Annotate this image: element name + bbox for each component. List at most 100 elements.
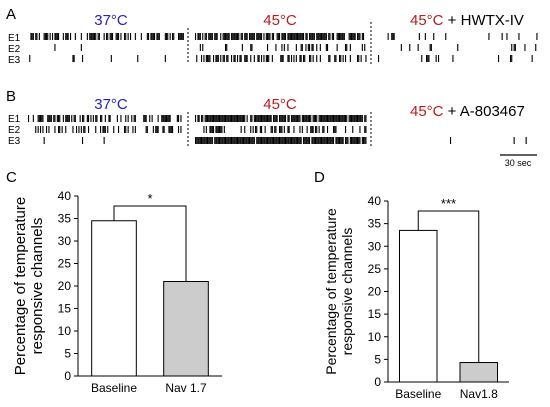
spike-mark	[257, 55, 259, 62]
spike-mark	[279, 115, 281, 122]
spike-mark	[125, 115, 127, 122]
spike-mark	[38, 115, 40, 122]
spike-mark	[221, 126, 223, 133]
spike-mark	[265, 115, 267, 122]
spike-mark	[211, 115, 213, 122]
spike-mark	[158, 33, 160, 40]
spike-mark	[54, 115, 56, 122]
spike-mark	[88, 126, 90, 133]
spike-mark	[269, 115, 271, 122]
spike-mark	[511, 55, 513, 62]
spike-mark	[342, 33, 344, 40]
spike-mark	[107, 33, 109, 40]
spike-mark	[323, 126, 325, 133]
scale-bar-label: 30 sec	[505, 158, 532, 168]
panel-b-raster	[28, 115, 527, 144]
spike-mark	[328, 55, 330, 62]
spike-mark	[319, 33, 321, 40]
spike-mark	[240, 115, 242, 122]
spike-mark	[220, 33, 222, 40]
spike-mark	[273, 115, 275, 122]
spike-mark	[96, 115, 98, 122]
spike-mark	[231, 115, 233, 122]
spike-mark	[79, 115, 81, 122]
spike-mark	[306, 137, 308, 144]
spike-mark	[213, 55, 215, 62]
spike-mark	[251, 44, 253, 51]
y-tick-label: 30	[58, 234, 72, 248]
spike-mark	[282, 115, 284, 122]
spike-mark	[361, 115, 363, 122]
spike-mark	[208, 137, 210, 144]
spike-mark	[178, 126, 180, 133]
spike-mark	[323, 115, 325, 122]
spike-mark	[298, 33, 300, 40]
spike-mark	[108, 115, 110, 122]
spike-mark	[417, 44, 419, 51]
spike-mark	[127, 115, 129, 122]
spike-mark	[35, 33, 37, 40]
spike-mark	[318, 126, 320, 133]
spike-mark	[295, 137, 297, 144]
spike-mark	[328, 33, 330, 40]
spike-mark	[293, 55, 295, 62]
spike-mark	[134, 126, 136, 133]
panel-d-chart: D 0 5 10 15 20 25 30 35 40 Baseline Nav1.8 *** Perce…	[314, 169, 509, 401]
spike-mark	[258, 137, 260, 144]
spike-mark	[316, 55, 318, 62]
spike-mark	[132, 126, 134, 133]
spike-mark	[103, 33, 105, 40]
spike-mark	[197, 33, 199, 40]
spike-mark	[38, 33, 40, 40]
spike-mark	[181, 33, 183, 40]
spike-mark	[234, 137, 236, 144]
spike-mark	[201, 137, 203, 144]
spike-mark	[282, 33, 284, 40]
spike-mark	[239, 55, 241, 62]
spike-mark	[220, 137, 222, 144]
spike-mark	[424, 33, 426, 40]
spike-mark	[179, 33, 181, 40]
spike-mark	[256, 137, 258, 144]
spike-mark	[333, 137, 335, 144]
spike-mark	[304, 55, 306, 62]
spike-mark	[346, 137, 348, 144]
spike-mark	[70, 33, 72, 40]
spike-mark	[245, 137, 247, 144]
bar-baseline	[398, 229, 438, 383]
spike-mark	[275, 44, 277, 51]
spike-mark	[310, 55, 312, 62]
spike-mark	[169, 126, 171, 133]
spike-mark	[157, 33, 159, 40]
spike-mark	[30, 33, 32, 40]
spike-mark	[334, 126, 336, 133]
spike-mark	[214, 115, 216, 122]
spike-mark	[267, 44, 269, 51]
spike-mark	[240, 33, 242, 40]
spike-mark	[164, 55, 166, 62]
spike-mark	[361, 33, 363, 40]
spike-mark	[227, 55, 229, 62]
spike-mark	[220, 55, 222, 62]
spike-mark	[325, 115, 327, 122]
spike-mark	[205, 115, 207, 122]
spike-mark	[157, 115, 159, 122]
spike-mark	[195, 137, 197, 144]
panel-a-drug-name: + HWTX-IV	[444, 12, 524, 29]
spike-mark	[341, 115, 343, 122]
spike-mark	[305, 137, 307, 144]
spike-mark	[457, 44, 459, 51]
spike-mark	[225, 33, 227, 40]
bar-nav-1-7	[163, 281, 209, 377]
spike-mark	[61, 126, 63, 133]
spike-mark	[49, 115, 51, 122]
spike-mark	[257, 137, 259, 144]
spike-mark	[306, 115, 308, 122]
spike-mark	[288, 126, 290, 133]
spike-mark	[305, 115, 307, 122]
spike-mark	[29, 55, 31, 62]
spike-mark	[239, 115, 241, 122]
spike-mark	[365, 137, 367, 144]
spike-mark	[202, 44, 204, 51]
spike-mark	[276, 33, 278, 40]
